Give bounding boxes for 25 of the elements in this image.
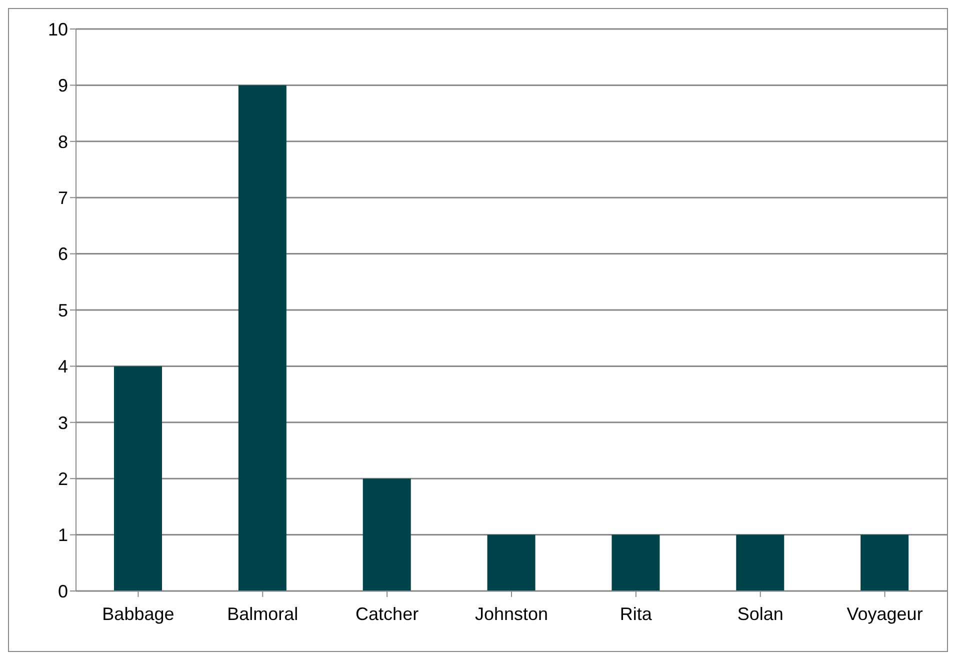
x-tick-label: Catcher [356,604,419,624]
y-tick-label: 3 [58,412,68,433]
y-tick-label: 7 [58,188,68,208]
x-tick-label: Babbage [102,604,174,624]
y-tick-label: 0 [58,581,68,602]
x-tick-label: Balmoral [227,604,298,624]
y-tick-label: 2 [58,468,68,489]
x-tick-label: Rita [620,604,653,624]
y-tick-label: 9 [58,76,68,96]
bar [114,366,162,591]
bar [487,534,536,591]
bar [238,85,286,591]
y-tick-label: 5 [58,300,68,320]
y-tick-label: 1 [58,525,68,546]
x-tick-label: Voyageur [846,604,923,624]
bar [612,534,660,591]
bar [736,534,784,591]
bar [860,534,909,591]
y-tick-label: 8 [58,132,68,152]
x-tick-label: Solan [737,604,784,624]
y-tick-label: 10 [48,19,68,40]
x-tick-label: Johnston [474,604,548,624]
bar [362,478,411,591]
y-tick-label: 6 [58,244,68,264]
y-tick-label: 4 [58,356,68,377]
